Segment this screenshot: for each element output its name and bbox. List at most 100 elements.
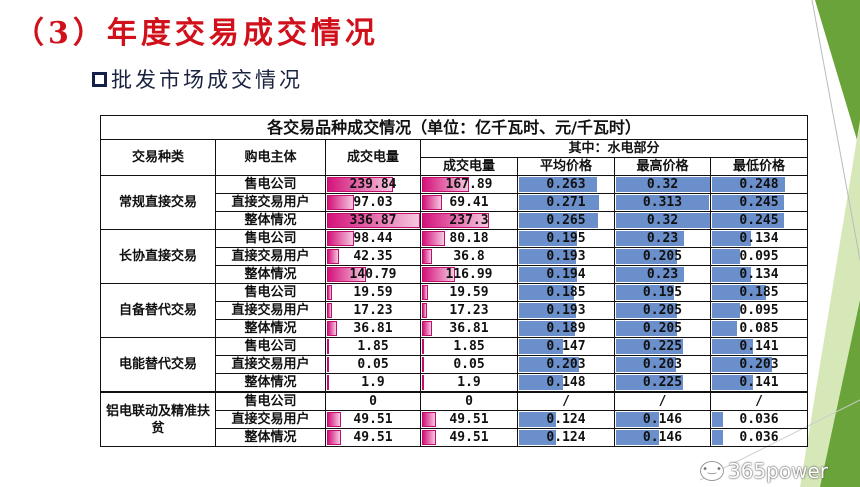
hydro-volume-cell: 116.99	[420, 265, 518, 284]
volume-cell: 140.79	[325, 265, 421, 284]
price-data-bar	[519, 249, 576, 264]
cell-value: 0.189	[546, 321, 586, 336]
max-cell: 0.23	[614, 265, 711, 284]
header-max-price: 最高价格	[614, 157, 711, 176]
volume-data-bar	[327, 303, 332, 318]
cell-value: 239.84	[349, 177, 397, 192]
volume-data-bar	[327, 412, 341, 427]
price-data-bar	[616, 231, 684, 246]
price-data-bar	[616, 339, 683, 354]
volume-cell: 98.44	[325, 229, 421, 248]
hydro-volume-cell: 1.85	[420, 337, 518, 356]
price-data-bar	[519, 285, 574, 300]
buyer-cell: 售电公司	[215, 283, 326, 302]
volume-data-bar	[327, 375, 329, 390]
max-cell: 0.146	[614, 428, 711, 447]
cell-value: 0.095	[739, 303, 779, 318]
price-data-bar	[712, 321, 737, 336]
cell-value: 17.23	[353, 303, 393, 318]
cell-value: 0.141	[739, 375, 779, 390]
volume-data-bar	[422, 213, 489, 228]
header-hydro-volume: 成交电量	[420, 157, 518, 176]
volume-data-bar	[327, 430, 341, 445]
cell-value: 1.9	[361, 375, 385, 390]
volume-cell: 97.03	[325, 193, 421, 212]
volume-data-bar	[422, 412, 436, 427]
volume-data-bar	[422, 249, 432, 264]
trade-type-cell: 自备替代交易	[100, 283, 216, 338]
cell-value: 69.41	[449, 195, 489, 210]
hydro-volume-cell: 237.3	[420, 211, 518, 230]
wechat-icon: •‿•	[700, 461, 724, 481]
price-data-bar	[519, 375, 563, 390]
price-data-bar	[519, 412, 556, 427]
hydro-volume-cell: 49.51	[420, 410, 518, 429]
cell-value: 0.146	[642, 430, 683, 445]
hydro-volume-cell: 36.81	[420, 319, 518, 338]
price-data-bar	[519, 321, 575, 336]
cell-value: 36.81	[353, 321, 393, 336]
cell-value: 1.9	[457, 375, 481, 390]
cell-value: 0.313	[642, 195, 683, 210]
trade-type-cell: 铝电联动及精准扶贫	[100, 391, 216, 447]
cell-value: 237.3	[449, 213, 489, 228]
cell-value: 42.35	[353, 249, 393, 264]
min-cell: 0.245	[710, 211, 808, 230]
cell-value: 0.23	[646, 267, 679, 282]
min-cell: 0.245	[710, 193, 808, 212]
buyer-cell: 整体情况	[215, 373, 326, 393]
cell-value: 0.271	[546, 195, 586, 210]
hydro-volume-cell: 36.8	[420, 247, 518, 266]
max-cell: 0.195	[614, 283, 711, 302]
volume-data-bar	[422, 339, 424, 354]
cell-value: 0.32	[646, 177, 679, 192]
volume-data-bar	[327, 195, 354, 210]
cell-value: 0.036	[739, 412, 779, 427]
min-cell: 0.095	[710, 301, 808, 320]
cell-value: 0.205	[642, 303, 683, 318]
volume-data-bar	[422, 267, 455, 282]
cell-value: 0	[369, 394, 377, 409]
volume-data-bar	[422, 285, 428, 300]
buyer-cell: 直接交易用户	[215, 355, 326, 374]
max-cell: 0.225	[614, 337, 711, 356]
cell-value: /	[755, 394, 763, 409]
price-data-bar	[712, 285, 766, 300]
volume-cell: 239.84	[325, 175, 421, 194]
price-data-bar	[712, 213, 784, 228]
volume-data-bar	[327, 177, 393, 192]
avg-cell: 0.193	[517, 301, 615, 320]
avg-cell: 0.124	[517, 428, 615, 447]
volume-cell: 36.81	[325, 319, 421, 338]
max-cell: 0.313	[614, 193, 711, 212]
hydro-volume-cell: 17.23	[420, 301, 518, 320]
cell-value: 80.18	[449, 231, 489, 246]
price-data-bar	[712, 303, 740, 318]
cell-value: 0.265	[546, 213, 586, 228]
cell-value: 0.195	[642, 285, 683, 300]
buyer-cell: 直接交易用户	[215, 247, 326, 266]
cell-value: 36.8	[453, 249, 485, 264]
table-row: 常规直接交易 售电公司 239.84 167.89 0.263 0.32 0.248	[100, 175, 808, 230]
cell-value: 116.99	[445, 267, 493, 282]
price-data-bar	[616, 430, 659, 445]
price-data-bar	[519, 231, 577, 246]
volume-data-bar	[327, 357, 329, 372]
cell-value: 0.193	[546, 249, 586, 264]
hydro-volume-cell: 19.59	[420, 283, 518, 302]
hydro-volume-cell: 0	[420, 391, 518, 411]
buyer-cell: 直接交易用户	[215, 193, 326, 212]
price-data-bar	[616, 285, 674, 300]
table-row: 直接交易用户 0.05 0.05 0.203 0.203 0.203	[101, 355, 808, 374]
max-cell: 0.32	[614, 211, 711, 230]
volume-data-bar	[422, 195, 442, 210]
header-type: 交易种类	[100, 139, 216, 176]
cell-value: 0.124	[546, 412, 586, 427]
cell-value: 0.263	[546, 177, 586, 192]
buyer-cell: 售电公司	[215, 337, 326, 356]
avg-cell: 0.189	[517, 319, 615, 338]
avg-cell: 0.193	[517, 247, 615, 266]
price-data-bar	[616, 321, 677, 336]
volume-data-bar	[327, 321, 337, 336]
section-heading: 批发市场成交情况	[92, 64, 303, 94]
